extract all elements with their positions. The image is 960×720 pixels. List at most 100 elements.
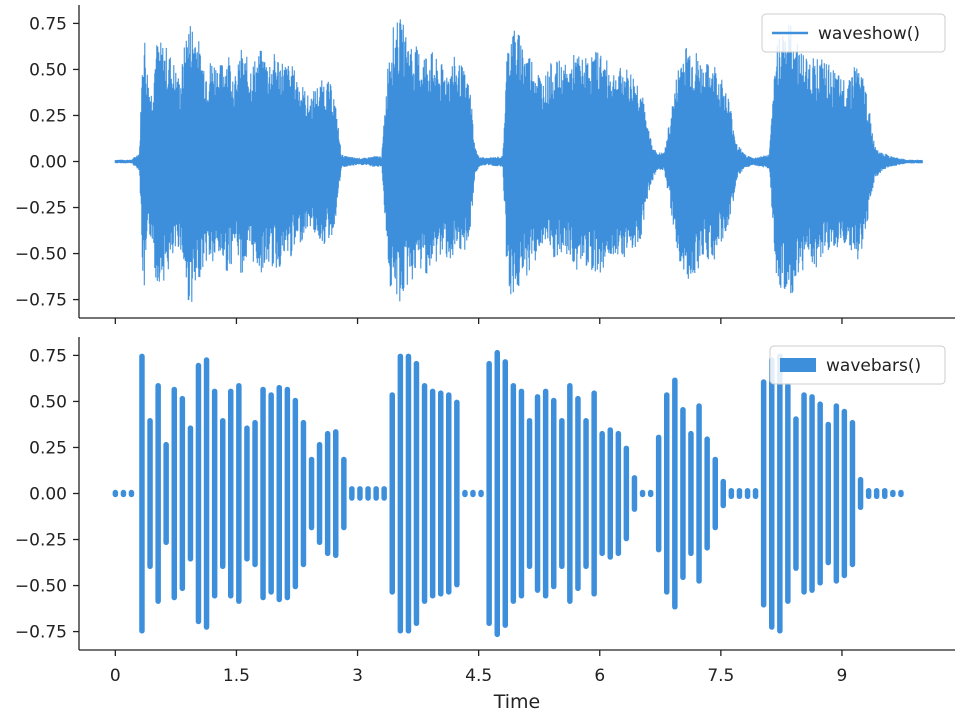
wavebars-bar <box>421 383 428 604</box>
wavebars-bar <box>308 456 315 531</box>
wavebars-bar <box>324 430 331 557</box>
wavebars-x-tick-label: 9 <box>837 666 848 686</box>
wavebars-bar <box>413 360 420 626</box>
wavebars-bar <box>817 401 823 586</box>
wavebars-bar <box>712 456 718 531</box>
wavebars-bar <box>534 394 541 593</box>
wavebars-bar <box>518 388 525 599</box>
wavebars-bar <box>357 486 363 501</box>
wavebars-legend-box <box>769 345 946 385</box>
wavebars-bar <box>672 377 678 610</box>
wavebars-bar <box>373 486 379 501</box>
wavebars-bar <box>809 394 815 593</box>
wavebars-bar <box>728 488 735 499</box>
waveshow-y-tick-label: 0.75 <box>29 14 67 34</box>
wavebars-bar <box>349 486 355 501</box>
wavebars-bar <box>655 434 662 553</box>
wavebars-bar <box>244 425 250 562</box>
waveshow-legend-box <box>761 13 946 53</box>
wavebars-bar <box>365 486 371 501</box>
wavebars-bar <box>599 430 605 557</box>
wavebars-bar <box>462 489 468 498</box>
wavebars-bar <box>744 488 751 499</box>
wavebars-bar <box>155 383 161 604</box>
wavebars-y-tick-label: 0.25 <box>29 438 67 458</box>
wavebars-bar <box>785 383 791 604</box>
wavebars-bar <box>752 488 759 499</box>
wavebars-bar <box>559 418 565 569</box>
wavebars-x-tick-label: 6 <box>594 666 605 686</box>
wavebars-bar <box>502 359 508 628</box>
wavebars-bar <box>260 386 266 601</box>
wavebars-y-tick-label: 0.00 <box>29 485 67 505</box>
wavebars-bar <box>446 392 452 595</box>
wavebars-bar <box>220 418 226 569</box>
wavebars-bar <box>623 445 630 542</box>
wavebars-bar <box>567 383 573 604</box>
wavebars-bar <box>252 419 258 568</box>
wavebars-bar <box>664 392 670 595</box>
wavebars-bar <box>607 427 613 560</box>
wavebars-bar <box>397 353 404 634</box>
wavebars-legend-swatch <box>780 358 816 372</box>
wavebars-bar <box>639 489 646 498</box>
wavebars-bar <box>857 476 864 510</box>
wavebars-bar <box>720 478 726 509</box>
wavebars-bar <box>833 403 840 584</box>
wavebars-y-tick-label: 0.50 <box>29 392 67 412</box>
wavebars-bar <box>478 489 484 498</box>
waveshow-y-tick-label: 0.25 <box>29 106 67 126</box>
wavebars-bar <box>849 419 856 568</box>
wavebars-bar <box>171 386 177 601</box>
wavebars-bar <box>631 475 638 512</box>
wavebars-bar <box>873 488 880 499</box>
wavebars-bar <box>793 416 799 571</box>
wavebars-bar <box>429 388 436 599</box>
wavebars-bar <box>147 418 153 569</box>
waveshow-y-tick-label: 0.00 <box>29 153 67 173</box>
wavebars-bar <box>228 388 234 599</box>
wavebars-bar <box>704 436 710 551</box>
wavebars-bar <box>696 403 702 584</box>
wavebars-bar <box>898 489 904 498</box>
wavebars-bar <box>195 362 202 625</box>
wavebars-bar <box>583 418 589 569</box>
wavebars-bar <box>769 357 775 630</box>
wavebars-bar <box>777 353 783 634</box>
wavebars-bar <box>187 425 194 562</box>
wavebars-bar <box>470 489 476 498</box>
wavebars-bar <box>128 489 135 498</box>
wavebars-x-tick-label: 1.5 <box>223 666 250 686</box>
waveshow-waveform-line <box>114 19 923 302</box>
wavebars-bar <box>647 489 654 498</box>
wavebars-bar <box>405 353 412 634</box>
wavebars-x-tick-label: 0 <box>110 666 121 686</box>
wavebars-panel: −0.75 −0.50 −0.25 0.00 0.25 0.50 0.75 0 1.5 3 4.5 6… <box>15 337 955 713</box>
wavebars-bar <box>316 441 323 545</box>
wavebars-bar <box>381 486 387 501</box>
waveshow-y-tick-label: −0.50 <box>15 245 67 265</box>
wavebars-bar <box>591 390 597 597</box>
wavebars-bar <box>333 429 339 558</box>
wavebars-bar <box>284 386 291 601</box>
wavebars-bar <box>211 388 218 599</box>
wavebars-y-tick-label: −0.50 <box>15 577 67 597</box>
wavebars-bar <box>268 392 274 595</box>
wavebars-bar <box>688 430 694 557</box>
wavebars-legend-label: wavebars() <box>826 356 921 376</box>
waveshow-panel: −0.75 −0.50 −0.25 0.00 0.25 0.50 0.75 waveshow(… <box>15 5 955 324</box>
wavebars-bar <box>575 395 581 592</box>
wavebars-bar <box>760 379 767 608</box>
wavebars-bar <box>510 383 517 604</box>
wavebars-y-tick-label: −0.25 <box>15 531 67 551</box>
wavebars-bar <box>300 419 307 568</box>
wavebars-bar <box>276 384 282 603</box>
wavebars-x-tick-label: 4.5 <box>465 666 492 686</box>
wavebars-bar <box>736 488 743 499</box>
wavebars-y-tick-label: −0.75 <box>15 623 67 643</box>
wavebars-x-axis-title: Time <box>493 691 541 713</box>
wavebars-bar <box>865 488 872 499</box>
wavebars-bar <box>680 407 686 581</box>
wavebars-bar <box>454 399 460 588</box>
